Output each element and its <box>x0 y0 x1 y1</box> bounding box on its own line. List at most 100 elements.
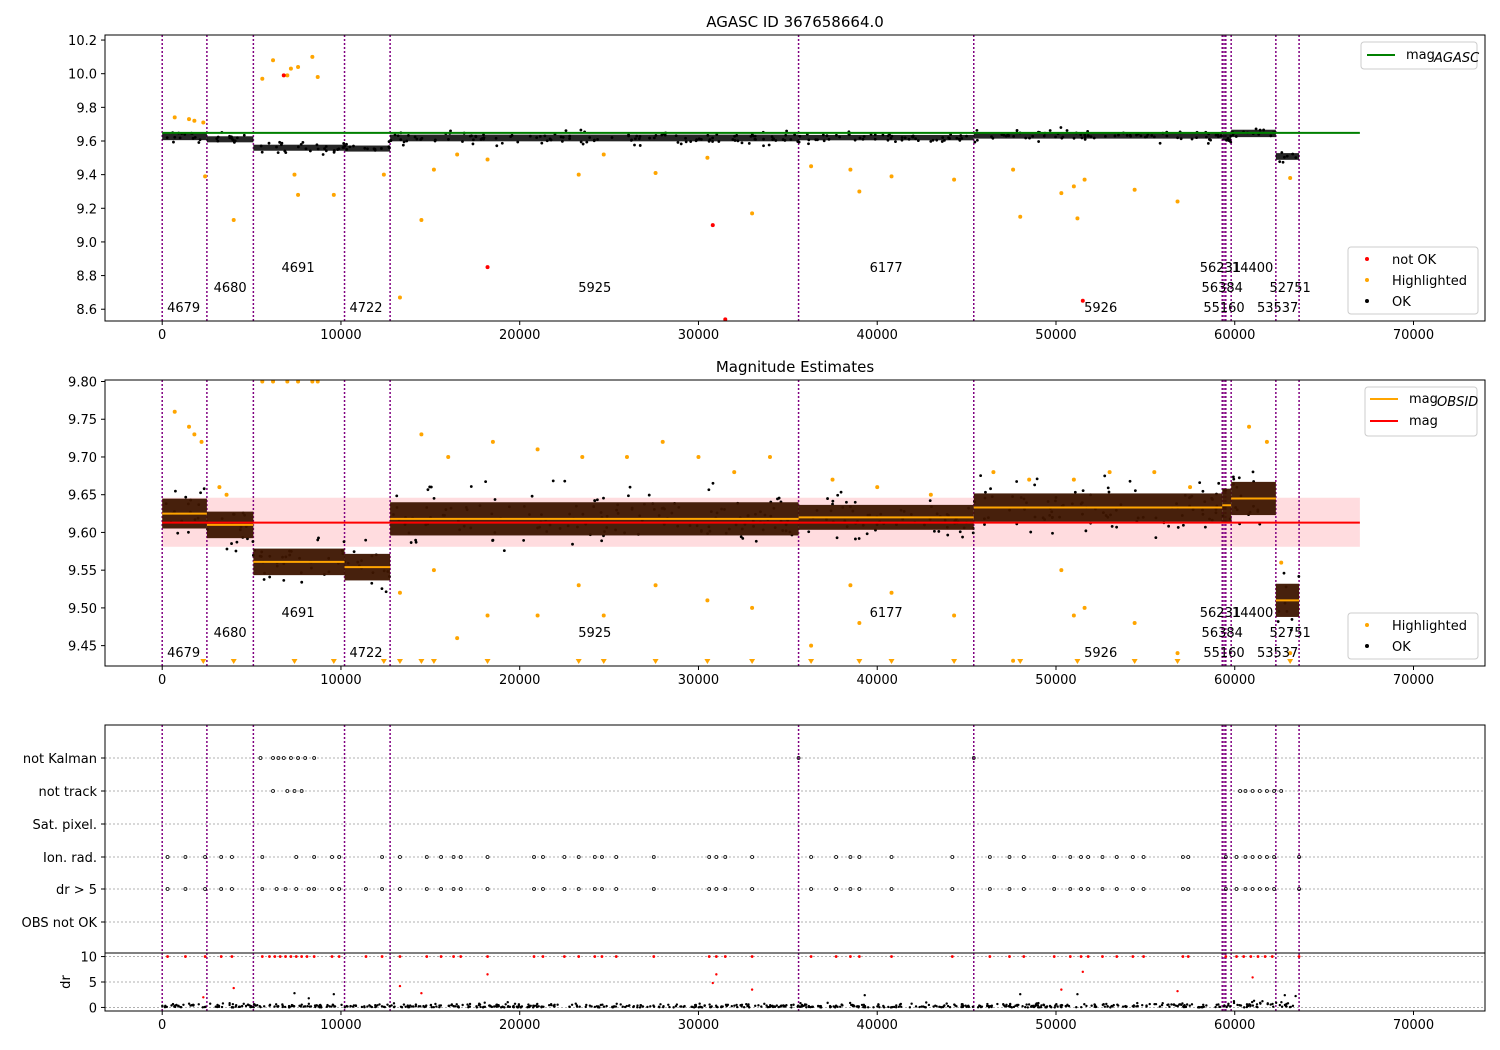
agasc-ok-point <box>1031 134 1035 138</box>
magnitude-clipped-marker <box>951 659 958 664</box>
dr-point <box>593 1005 597 1009</box>
dr-point <box>208 1002 212 1005</box>
magnitude-ok-point <box>1217 481 1221 485</box>
agasc-ok-point <box>283 149 287 153</box>
dr-point <box>832 1005 835 1008</box>
agasc-ok-point <box>679 142 683 146</box>
dr-point <box>1291 1004 1295 1008</box>
dr-red-point <box>1242 955 1246 958</box>
dr-point <box>1049 1005 1053 1009</box>
agasc-ok-point <box>1002 133 1006 137</box>
agasc-ok-point <box>396 134 400 138</box>
flags-point <box>439 855 443 859</box>
flags-point <box>1181 887 1185 891</box>
dr-ylabel: dr <box>59 975 74 989</box>
agasc-ok-point <box>959 134 963 137</box>
agasc-ok-band <box>390 134 799 142</box>
panel-magnitude-estimates: Magnitude Estimates 4679 4680 4691 4722 5925… <box>68 358 1486 688</box>
dr-red-point <box>380 955 384 958</box>
dr-point <box>910 1002 913 1005</box>
dr-point <box>242 1002 245 1006</box>
dr-point <box>667 1003 670 1006</box>
dr-point <box>1202 1003 1205 1007</box>
agasc-highlighted-point <box>1018 214 1023 219</box>
dr-point <box>1166 1003 1169 1007</box>
dr-point <box>658 1006 661 1009</box>
dr-point <box>1181 1002 1184 1005</box>
agasc-ok-point <box>198 138 202 142</box>
flags-point <box>271 789 275 793</box>
magnitude-legend-marker <box>1365 623 1369 627</box>
flags-point <box>714 855 719 859</box>
magnitude-clipped-marker <box>1287 659 1294 664</box>
agasc-ok-point <box>783 139 787 142</box>
dr-point <box>692 1006 696 1009</box>
dr-point <box>220 1005 224 1009</box>
dr-red-point <box>1263 955 1267 958</box>
agasc-ok-point <box>1087 134 1090 138</box>
agasc-ok-point <box>191 136 195 140</box>
agasc-xtick-label: 50000 <box>1035 328 1076 343</box>
agasc-ok-point <box>342 142 346 145</box>
dr-point <box>736 1005 739 1009</box>
agasc-ok-point <box>900 136 904 139</box>
dr-red-point <box>1008 955 1011 958</box>
magnitude-ok-point <box>493 498 497 501</box>
dr-red-point <box>715 973 718 976</box>
dr-red-point <box>273 955 277 958</box>
magnitude-clipped-marker <box>1174 659 1181 664</box>
dr-point <box>483 1001 486 1004</box>
dr-point <box>1161 1002 1164 1005</box>
magnitude-ok-point <box>1282 571 1286 575</box>
dr-red-point <box>1081 970 1084 974</box>
agasc-ok-point <box>1204 135 1208 139</box>
magnitude-ok-point <box>1128 479 1132 483</box>
dr-point <box>1255 1005 1258 1009</box>
dr-point <box>503 1006 506 1009</box>
agasc-ok-point <box>197 141 201 144</box>
dr-red-point <box>1068 955 1072 958</box>
dr-point <box>187 1002 191 1005</box>
magnitude-highlighted-point <box>485 613 490 618</box>
agasc-ok-point <box>568 134 572 138</box>
magnitude-obsid-label: 6177 <box>870 606 903 621</box>
agasc-highlighted-point <box>397 295 402 300</box>
flags-point <box>294 855 299 859</box>
agasc-ok-point <box>1262 128 1266 132</box>
dr-point <box>1141 1003 1144 1007</box>
magnitude-highlighted-point <box>187 424 192 429</box>
dr-point <box>625 1004 628 1008</box>
magnitude-highlighted-point <box>732 470 737 475</box>
magnitude-ok-point <box>300 580 304 584</box>
flags-point <box>1100 887 1105 891</box>
dr-point <box>828 1004 832 1008</box>
magnitude-highlighted-point <box>857 620 862 625</box>
dr-red-point <box>459 955 463 958</box>
dr-point <box>378 1003 381 1006</box>
agasc-legend-lower-box <box>1347 246 1479 315</box>
agasc-ok-point <box>363 146 367 150</box>
agasc-ok-point <box>393 133 397 137</box>
dr-point <box>1188 1004 1191 1007</box>
magnitude-ok-point <box>1203 525 1207 529</box>
magnitude-highlighted-point <box>419 432 424 437</box>
magnitude-ok-point <box>853 500 857 504</box>
agasc-ok-point <box>1285 154 1289 158</box>
magnitude-xtick-label: 70000 <box>1393 673 1434 688</box>
magnitude-ok-point <box>530 494 534 498</box>
agasc-ok-point <box>706 133 710 137</box>
flags-point <box>271 756 275 760</box>
magnitude-ok-point <box>184 495 188 499</box>
dr-point <box>252 1006 255 1009</box>
magnitude-highlighted-point <box>1132 620 1137 625</box>
dr-point <box>326 1003 329 1007</box>
dr-point <box>584 1005 587 1009</box>
flags-point <box>203 887 208 891</box>
dr-red-point <box>202 996 205 999</box>
flags-point <box>576 887 581 891</box>
magnitude-ok-point <box>958 530 962 534</box>
dr-point <box>1183 1004 1186 1007</box>
panel-flags-axes: not Kalman not track Sat. pixel. Ion. rad. d… <box>22 724 1486 1033</box>
magnitude-ok-point <box>1297 575 1301 578</box>
dr-point <box>790 1003 793 1007</box>
